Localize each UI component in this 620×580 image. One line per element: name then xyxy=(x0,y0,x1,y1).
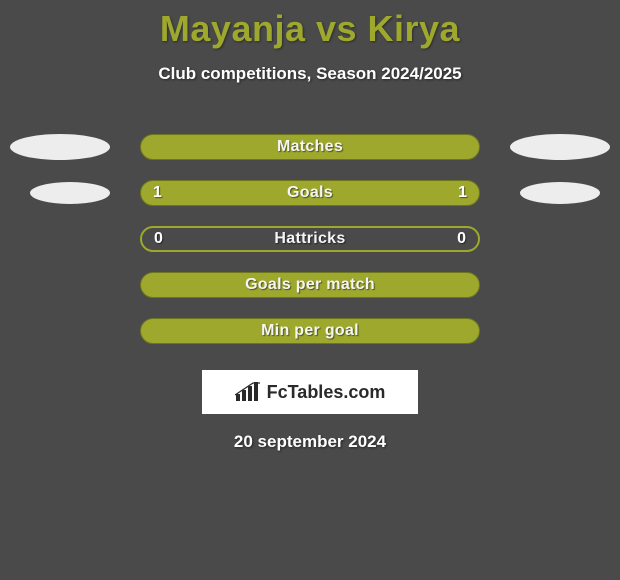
left-ellipse xyxy=(30,182,110,204)
stat-bar: 0 Hattricks 0 xyxy=(140,226,480,252)
stat-bar: Goals per match xyxy=(140,272,480,298)
date-text: 20 september 2024 xyxy=(0,432,620,452)
left-value: 1 xyxy=(153,184,162,202)
right-ellipse xyxy=(520,182,600,204)
right-value: 0 xyxy=(457,230,466,248)
right-ellipse xyxy=(510,134,610,160)
stat-label: Matches xyxy=(277,138,343,156)
page-title: Mayanja vs Kirya xyxy=(0,0,620,50)
stat-bar: Min per goal xyxy=(140,318,480,344)
page-subtitle: Club competitions, Season 2024/2025 xyxy=(0,64,620,84)
stats-rows: Matches 1 Goals 1 0 Hattricks 0 Goals pe… xyxy=(0,124,620,354)
stat-label: Hattricks xyxy=(274,230,345,248)
left-ellipse xyxy=(10,134,110,160)
stat-label: Min per goal xyxy=(261,322,359,340)
stat-row-goals-per-match: Goals per match xyxy=(0,262,620,308)
stat-bar: 1 Goals 1 xyxy=(140,180,480,206)
left-value: 0 xyxy=(154,230,163,248)
stat-label: Goals xyxy=(287,184,333,202)
source-badge: FcTables.com xyxy=(202,370,418,414)
stat-row-hattricks: 0 Hattricks 0 xyxy=(0,216,620,262)
badge-text: FcTables.com xyxy=(267,382,386,403)
stat-label: Goals per match xyxy=(245,276,375,294)
stat-bar: Matches xyxy=(140,134,480,160)
bar-chart-icon xyxy=(235,382,261,402)
stat-row-matches: Matches xyxy=(0,124,620,170)
stat-row-goals: 1 Goals 1 xyxy=(0,170,620,216)
stat-row-min-per-goal: Min per goal xyxy=(0,308,620,354)
right-value: 1 xyxy=(458,184,467,202)
